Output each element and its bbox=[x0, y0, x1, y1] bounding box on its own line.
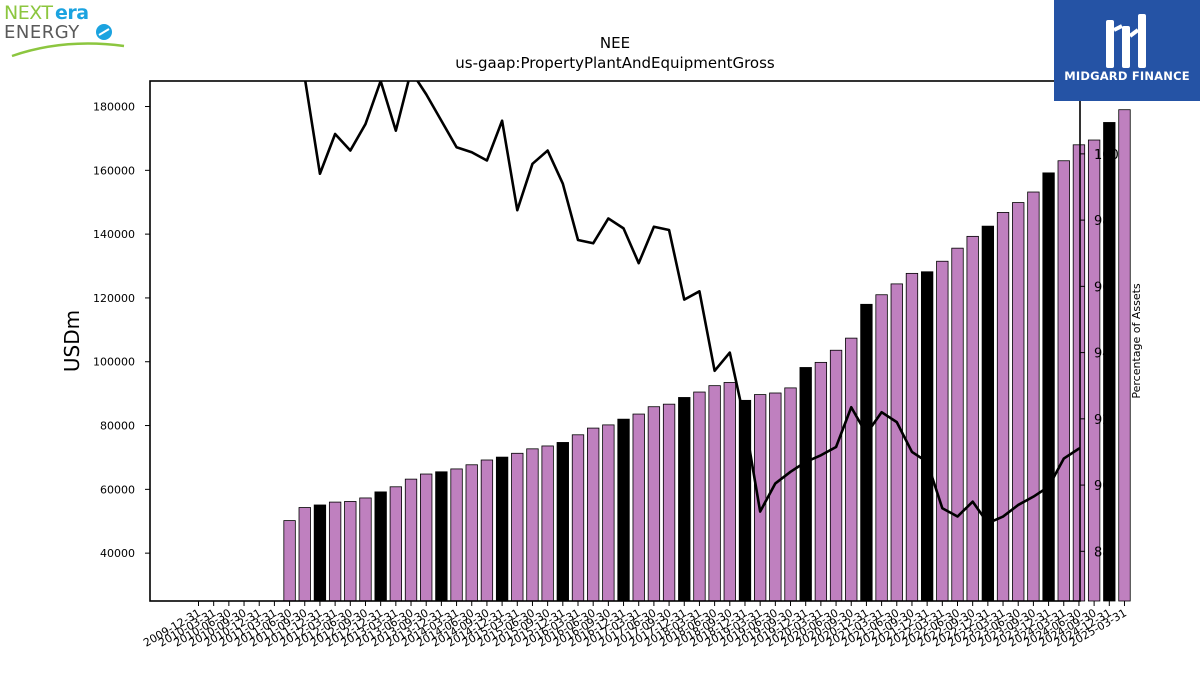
bar-2022-12-31 bbox=[981, 225, 995, 602]
bar-2022-03-31 bbox=[936, 260, 949, 602]
bar-2021-06-30 bbox=[890, 283, 903, 602]
bar-2012-12-31 bbox=[374, 491, 387, 602]
y-axis-label: USDm bbox=[60, 310, 84, 372]
bar-2012-03-31 bbox=[328, 501, 342, 602]
bar-2023-06-30 bbox=[1012, 202, 1025, 602]
bar-2014-03-31 bbox=[450, 468, 463, 602]
y-axis-right: 88 90 92 94 96 98 100 bbox=[1080, 148, 1119, 560]
bar-2015-09-30 bbox=[541, 445, 554, 602]
bar-2016-03-31 bbox=[571, 434, 585, 602]
bar-2011-12-31 bbox=[313, 504, 327, 602]
bar-2024-09-30 bbox=[1087, 139, 1101, 602]
bar-2022-09-30 bbox=[966, 235, 979, 602]
bar-2011-09-30 bbox=[298, 507, 311, 602]
swoosh-icon bbox=[11, 24, 125, 58]
bar-2017-09-30 bbox=[662, 403, 676, 602]
bar-2017-03-31 bbox=[632, 413, 645, 602]
y2-tick-label: 96 bbox=[1094, 280, 1111, 295]
y-tick-label: 140000 bbox=[93, 228, 135, 241]
bar-2016-09-30 bbox=[602, 424, 615, 602]
y-tick-label: 60000 bbox=[100, 483, 135, 496]
y2-tick-label: 90 bbox=[1094, 479, 1111, 494]
bar-2016-06-30 bbox=[587, 427, 600, 602]
y-tick-label: 180000 bbox=[93, 101, 135, 114]
y2-tick-label: 100 bbox=[1094, 148, 1119, 163]
bar-2020-09-30 bbox=[845, 337, 858, 602]
bar-2017-06-30 bbox=[647, 406, 661, 602]
bar-2013-03-31 bbox=[389, 486, 402, 602]
bar-2011-06-30 bbox=[283, 520, 296, 602]
bar-2024-03-31 bbox=[1057, 160, 1070, 602]
bar-2021-03-31 bbox=[875, 294, 888, 602]
y2-axis-label: Percentage of Assets bbox=[1130, 283, 1143, 399]
logo-word-next: NEXT bbox=[4, 2, 53, 24]
y2-tick-label: 98 bbox=[1094, 214, 1111, 229]
bar-2015-03-31 bbox=[511, 452, 524, 602]
y-tick-label: 80000 bbox=[100, 420, 135, 433]
y-axis-left: 40000 60000 80000 100000 120000 140000 160000 1… bbox=[93, 101, 150, 560]
y-tick-label: 160000 bbox=[93, 164, 135, 177]
bar-2019-06-30 bbox=[769, 392, 782, 602]
bar-2019-09-30 bbox=[784, 387, 797, 602]
bar-2018-06-30 bbox=[708, 385, 721, 602]
bar-2019-03-31 bbox=[754, 394, 767, 602]
y-tick-label: 40000 bbox=[100, 547, 135, 560]
bar-2018-09-30 bbox=[723, 382, 736, 602]
bar-2019-12-31 bbox=[799, 367, 812, 602]
bar-2012-06-30 bbox=[344, 501, 357, 602]
logo-word-era: era bbox=[55, 2, 89, 24]
y-tick-label: 100000 bbox=[93, 356, 135, 369]
bar-2025-03-31 bbox=[1118, 109, 1131, 602]
midgard-finance-logo: MIDGARD FINANCE bbox=[1054, 0, 1200, 101]
bar-2018-12-31 bbox=[738, 399, 752, 602]
bar-series bbox=[283, 109, 1131, 602]
bar-2013-12-31 bbox=[435, 471, 448, 602]
chart-title: NEE bbox=[600, 34, 630, 52]
bar-2018-03-31 bbox=[693, 391, 706, 602]
percentage-line bbox=[303, 81, 1080, 525]
bar-2024-12-31 bbox=[1103, 122, 1116, 602]
midgard-emblem-icon bbox=[1106, 14, 1146, 68]
bar-2012-09-30 bbox=[359, 497, 372, 602]
bar-2014-09-30 bbox=[480, 459, 494, 602]
bar-2022-06-30 bbox=[951, 247, 964, 602]
logo-word-energy: ENERGY bbox=[4, 22, 80, 43]
y2-tick-label: 94 bbox=[1094, 347, 1111, 362]
plot-frame bbox=[149, 80, 1081, 602]
chart-subtitle: us-gaap:PropertyPlantAndEquipmentGross bbox=[455, 54, 775, 72]
bar-2020-12-31 bbox=[860, 303, 873, 602]
bar-2023-12-31 bbox=[1042, 172, 1055, 602]
bar-2021-09-30 bbox=[905, 272, 919, 602]
y2-tick-label: 92 bbox=[1094, 413, 1111, 428]
bar-2023-03-31 bbox=[996, 212, 1010, 602]
bar-2016-12-31 bbox=[617, 418, 630, 602]
bar-2021-12-31 bbox=[920, 271, 934, 602]
x-axis: 2009-12-312010-03-312010-06-302010-09-30… bbox=[141, 601, 1129, 650]
bar-2017-12-31 bbox=[678, 397, 691, 602]
bar-2020-06-30 bbox=[829, 349, 843, 602]
bar-2014-12-31 bbox=[495, 456, 509, 602]
bar-2023-09-30 bbox=[1027, 191, 1040, 602]
y-tick-label: 120000 bbox=[93, 292, 135, 305]
y2-tick-label: 88 bbox=[1094, 545, 1111, 560]
bar-2024-06-30 bbox=[1072, 144, 1086, 602]
midgard-finance-text: MIDGARD FINANCE bbox=[1064, 69, 1190, 83]
bar-2015-06-30 bbox=[526, 448, 539, 602]
bar-2013-09-30 bbox=[420, 473, 433, 602]
bar-2020-03-31 bbox=[814, 361, 828, 602]
bar-2014-06-30 bbox=[465, 464, 478, 602]
bar-2015-12-31 bbox=[556, 442, 569, 602]
nextera-energy-logo: NEXT era ENERGY bbox=[4, 2, 134, 62]
bar-2013-06-30 bbox=[404, 478, 418, 602]
